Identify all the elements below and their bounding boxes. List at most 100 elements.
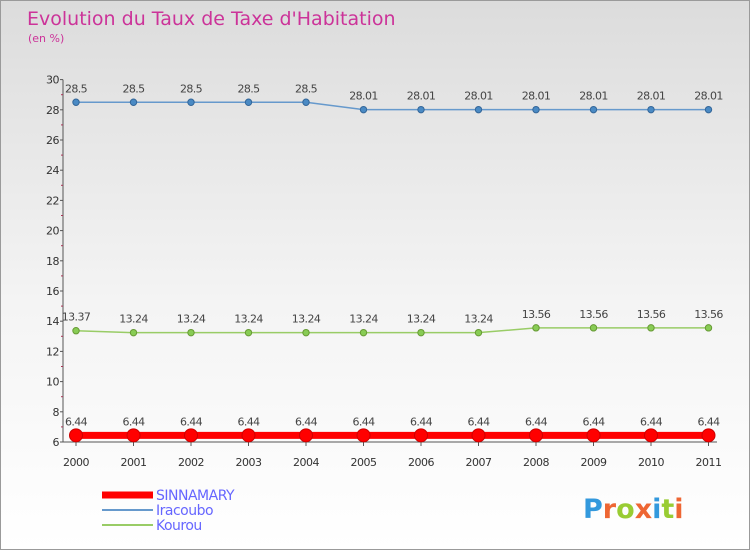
x-tick-label: 2001 xyxy=(121,456,147,469)
data-point-iracoubo xyxy=(532,105,540,114)
data-label-iracoubo: 28.01 xyxy=(522,90,551,103)
data-point-kourou xyxy=(129,328,138,337)
data-label-iracoubo: 28.5 xyxy=(180,82,203,95)
data-point-iracoubo xyxy=(302,98,310,106)
data-point-sinnamary xyxy=(184,428,198,443)
data-label-kourou: 13.37 xyxy=(62,311,91,324)
brand-logo-text: Proxiti xyxy=(583,494,684,525)
y-tick-label: 26 xyxy=(46,134,59,147)
y-tick-label: 16 xyxy=(46,285,59,298)
x-tick-label: 2004 xyxy=(293,456,319,469)
y-tick-label: 8 xyxy=(53,406,60,419)
brand-letter: t xyxy=(661,494,674,525)
data-label-iracoubo: 28.5 xyxy=(237,82,260,95)
data-label-sinnamary: 6.44 xyxy=(65,415,88,428)
data-label-sinnamary: 6.44 xyxy=(295,415,318,428)
brand-logo: Proxiti xyxy=(583,494,684,525)
data-labels: 28.5 28.5 28.5 28.5 28.5 28.01 28.01 28.01 28.01… xyxy=(62,82,724,428)
x-tick-label: 2010 xyxy=(638,456,664,469)
data-label-iracoubo: 28.01 xyxy=(407,90,436,103)
series-line-kourou xyxy=(75,327,710,334)
data-label-sinnamary: 6.44 xyxy=(122,415,145,428)
data-label-kourou: 13.24 xyxy=(407,313,436,326)
y-tick-label: 20 xyxy=(46,225,59,238)
data-label-sinnamary: 6.44 xyxy=(237,415,260,428)
data-point-iracoubo xyxy=(417,105,425,114)
data-label-iracoubo: 28.5 xyxy=(65,82,88,95)
data-point-sinnamary xyxy=(586,428,601,443)
y-tick-label: 14 xyxy=(46,315,59,328)
data-label-iracoubo: 28.01 xyxy=(694,90,723,103)
data-point-iracoubo xyxy=(359,105,368,114)
data-label-sinnamary: 6.44 xyxy=(640,415,663,428)
data-point-iracoubo xyxy=(187,98,195,106)
x-tick-label: 2003 xyxy=(236,456,262,469)
data-point-kourou xyxy=(187,328,195,337)
data-point-kourou xyxy=(72,327,80,335)
y-tick-label: 6 xyxy=(53,436,60,449)
data-point-kourou xyxy=(647,324,655,332)
data-point-iracoubo xyxy=(704,105,713,114)
y-tick-label: 18 xyxy=(46,255,59,268)
y-tick-label: 10 xyxy=(46,376,59,389)
data-label-iracoubo: 28.5 xyxy=(295,82,318,95)
chart-subtitle: (en %) xyxy=(28,32,64,45)
data-point-iracoubo xyxy=(244,98,253,106)
brand-letter: i xyxy=(652,494,661,525)
data-label-kourou: 13.24 xyxy=(177,313,206,326)
data-point-sinnamary xyxy=(644,428,658,443)
data-point-iracoubo xyxy=(589,105,598,114)
data-label-sinnamary: 6.44 xyxy=(582,415,605,428)
data-point-kourou xyxy=(302,328,310,337)
data-label-iracoubo: 28.01 xyxy=(637,90,666,103)
data-label-kourou: 13.24 xyxy=(234,313,263,326)
x-tick-label: 2006 xyxy=(408,456,434,469)
data-label-kourou: 13.56 xyxy=(637,308,666,321)
data-label-kourou: 13.56 xyxy=(522,308,551,321)
x-tick-label: 2007 xyxy=(466,456,492,469)
data-point-kourou xyxy=(244,328,253,337)
data-label-iracoubo: 28.01 xyxy=(579,90,608,103)
data-point-sinnamary xyxy=(241,428,256,443)
chart-title: Evolution du Taux de Taxe d'Habitation xyxy=(27,8,396,30)
brand-letter: r xyxy=(603,494,617,525)
y-tick-label: 12 xyxy=(46,345,59,358)
data-label-kourou: 13.24 xyxy=(349,313,378,326)
data-point-sinnamary xyxy=(69,428,83,443)
data-label-iracoubo: 28.01 xyxy=(464,90,493,103)
data-point-sinnamary xyxy=(701,428,716,443)
data-label-kourou: 13.56 xyxy=(694,308,723,321)
legend-label-sinnamary: SINNAMARY xyxy=(156,488,235,504)
y-tick-label: 22 xyxy=(46,194,59,207)
data-point-sinnamary xyxy=(471,428,486,443)
data-label-sinnamary: 6.44 xyxy=(697,415,720,428)
data-label-sinnamary: 6.44 xyxy=(410,415,433,428)
y-tick-label: 28 xyxy=(46,104,59,117)
data-point-sinnamary xyxy=(126,428,141,443)
brand-letter: i xyxy=(674,494,683,525)
data-point-kourou xyxy=(704,324,713,332)
x-tick-label: 2005 xyxy=(351,456,377,469)
data-label-kourou: 13.24 xyxy=(292,313,321,326)
series-layer xyxy=(69,98,716,443)
data-point-iracoubo xyxy=(474,105,483,114)
data-point-iracoubo xyxy=(129,98,138,106)
data-point-iracoubo xyxy=(72,98,80,106)
data-label-kourou: 13.24 xyxy=(119,313,148,326)
x-tick-label: 2008 xyxy=(523,456,549,469)
series-line-iracoubo xyxy=(75,101,710,111)
x-tick-label: 2009 xyxy=(581,456,607,469)
data-label-iracoubo: 28.01 xyxy=(349,90,378,103)
data-point-kourou xyxy=(359,328,368,337)
data-point-sinnamary xyxy=(529,428,543,443)
brand-letter: P xyxy=(583,494,603,525)
data-point-kourou xyxy=(532,324,540,332)
data-label-sinnamary: 6.44 xyxy=(352,415,375,428)
data-label-iracoubo: 28.5 xyxy=(122,82,145,95)
data-label-sinnamary: 6.44 xyxy=(467,415,490,428)
y-tick-label: 24 xyxy=(46,164,59,177)
y-tick-label: 30 xyxy=(46,74,59,87)
